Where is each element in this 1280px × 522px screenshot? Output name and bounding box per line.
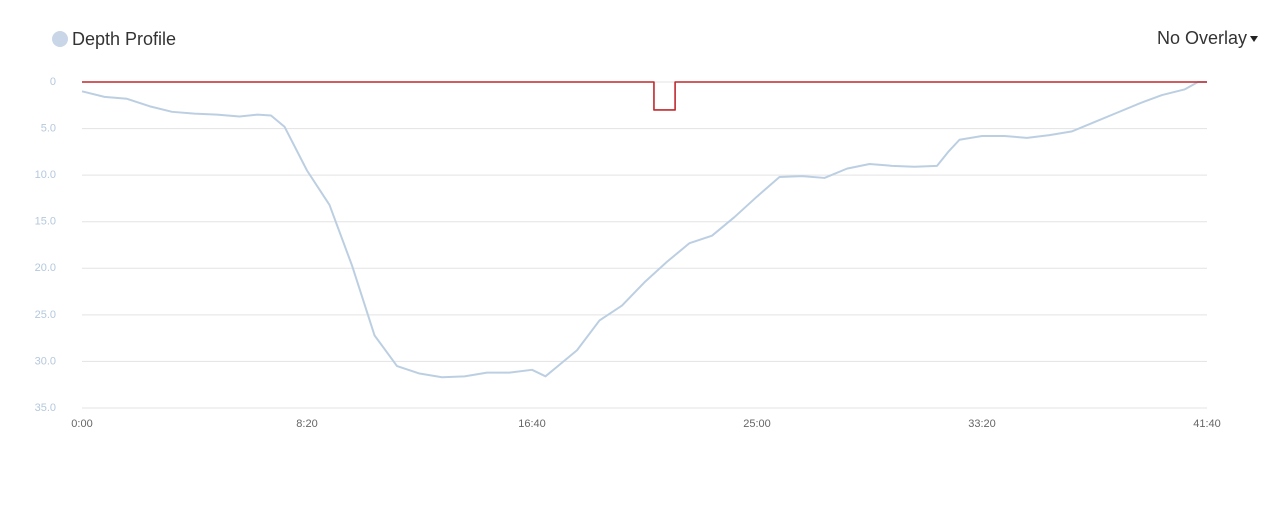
overlay-menu[interactable]: No Overlay xyxy=(1157,28,1247,48)
x-tick-label: 8:20 xyxy=(296,418,317,430)
series-line xyxy=(82,81,1207,111)
legend-swatch xyxy=(52,31,68,47)
overlay-dropdown[interactable]: No Overlay xyxy=(1157,28,1258,48)
x-tick-label: 41:40 xyxy=(1193,418,1221,430)
y-tick-label: 10.0 xyxy=(35,169,56,181)
y-tick-label: 15.0 xyxy=(35,216,56,228)
y-tick-label: 30.0 xyxy=(35,355,56,367)
y-tick-label: 35.0 xyxy=(35,402,56,414)
x-tick-label: 33:20 xyxy=(968,418,996,430)
x-tick-label: 25:00 xyxy=(743,418,771,430)
y-tick-label: 5.0 xyxy=(41,122,56,134)
x-tick-label: 16:40 xyxy=(518,418,546,430)
y-tick-label: 20.0 xyxy=(35,262,56,274)
legend-label: Depth Profile xyxy=(72,29,176,49)
series-line xyxy=(81,81,1207,379)
y-tick-label: 0 xyxy=(50,76,56,88)
x-tick-label: 0:00 xyxy=(71,418,92,430)
y-tick-label: 25.0 xyxy=(35,309,56,321)
dropdown-arrow[interactable] xyxy=(1250,36,1258,42)
